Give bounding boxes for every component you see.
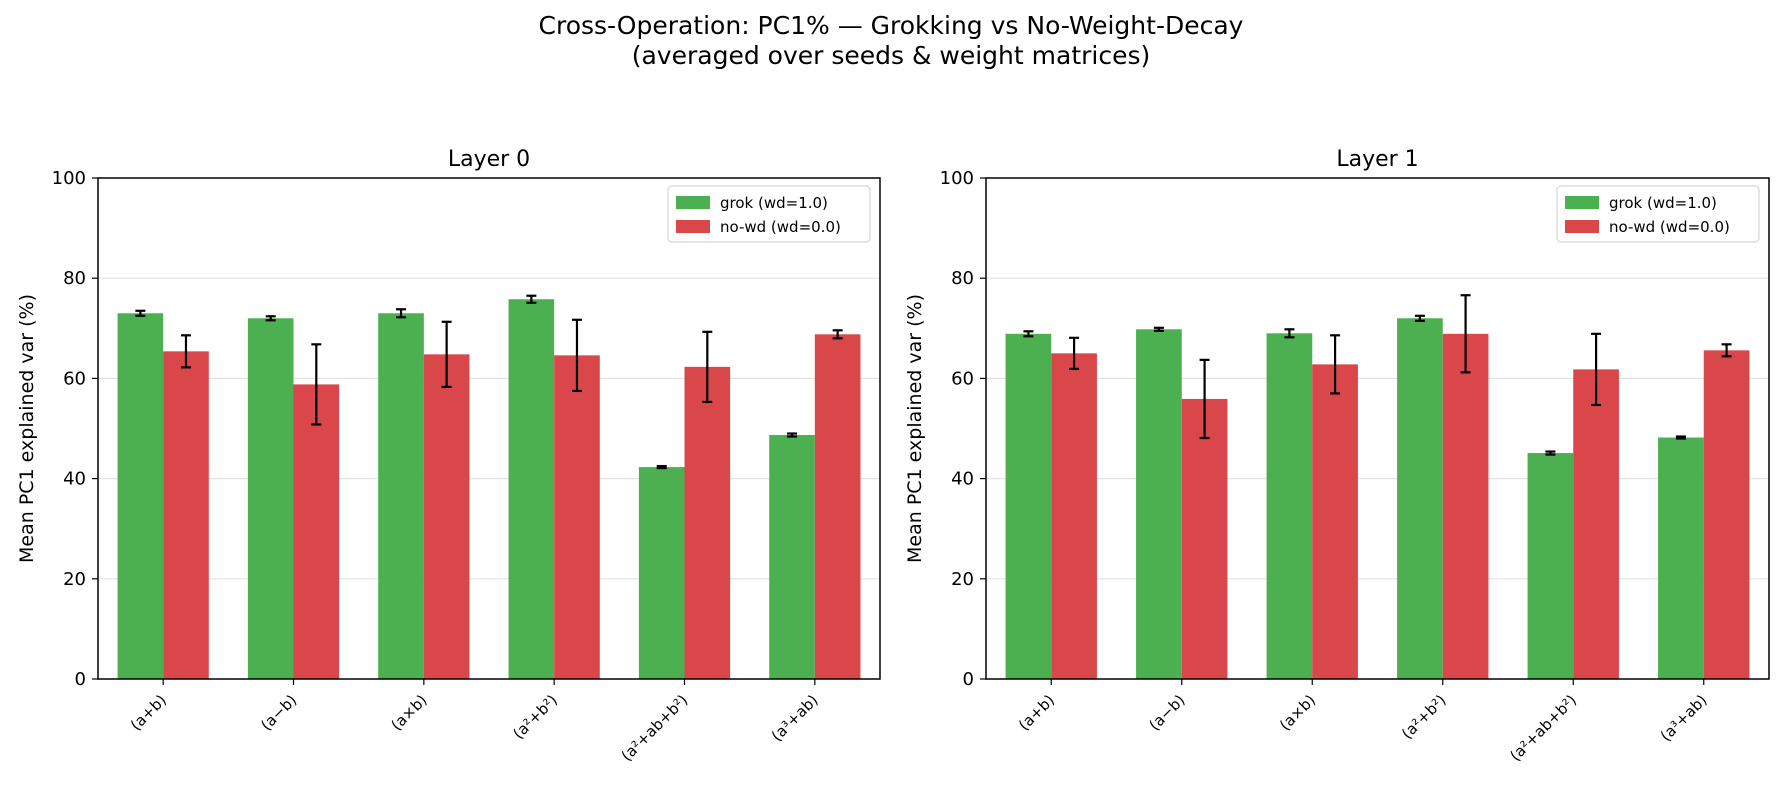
y-tick-label: 80 [951,268,974,289]
bar-grok [1136,329,1182,679]
bar-nowd [1181,398,1228,679]
bar-grok [769,435,815,679]
bar-grok [247,318,294,679]
panel-layer-0: 0 20 40 60 80 100 (a+b) (a−b) (a×b) (a²+b²) (a²+ab… [16,147,881,765]
x-tick-label: (a²+b²) [509,691,561,743]
y-axis-label: Mean PC1 explained var (%) [16,294,38,563]
bar-grok [1266,333,1313,679]
legend-swatch [676,220,710,233]
plot-area [986,178,1769,679]
bar-nowd [423,354,470,679]
y-tick-label: 100 [940,168,974,189]
bar-grok [638,467,685,679]
legend-label: no-wd (wd=0.0) [1609,218,1730,236]
bar-nowd [1442,333,1489,679]
bar-nowd [1573,369,1619,679]
y-axis-label: Mean PC1 explained var (%) [904,294,926,563]
bar-nowd [1312,364,1358,679]
x-tick-label: (a−b) [1145,691,1188,734]
bar-grok [117,313,164,679]
x-tick-label: (a²+b²) [1398,691,1450,743]
legend-swatch [676,196,710,209]
bar-nowd [293,384,340,679]
y-tick-label: 0 [963,669,974,690]
y-tick-label: 40 [63,469,86,490]
y-tick-label: 20 [951,569,974,590]
legend-swatch [1565,220,1599,233]
bar-grok [508,299,555,679]
x-tick-label: (a×b) [1276,691,1319,734]
y-tick-label: 60 [951,368,974,389]
y-tick-label: 80 [63,268,86,289]
x-tick-label: (a+b) [127,691,170,734]
x-tick-label: (a+b) [1015,691,1058,734]
x-tick-label: (a×b) [388,691,431,734]
legend-label: grok (wd=1.0) [1609,194,1717,212]
y-tick-label: 100 [52,168,86,189]
legend-swatch [1565,196,1599,209]
x-tick-label: (a²+ab+b²) [618,691,692,765]
bar-grok [1397,318,1443,679]
bar-nowd [554,355,600,679]
bar-nowd [814,334,861,679]
bar-nowd [163,351,209,679]
panel-title: Layer 0 [448,147,530,172]
chart-title-line1: Cross-Operation: PC1% — Grokking vs No-W… [539,11,1244,40]
x-tick-label: (a³+ab) [1657,691,1711,745]
legend-box [667,185,871,243]
x-tick-label: (a³+ab) [768,691,822,745]
chart-title-line2: (averaged over seeds & weight matrices) [632,41,1151,70]
axes-frame [985,177,1770,680]
bar-grok [1658,437,1704,679]
x-tick-label: (a−b) [257,691,300,734]
y-tick-label: 60 [63,368,86,389]
legend-label: no-wd (wd=0.0) [720,218,841,236]
bar-nowd [1703,350,1750,679]
y-tick-label: 40 [951,469,974,490]
x-tick-label: (a²+ab+b²) [1506,691,1580,765]
panel-title: Layer 1 [1336,147,1418,172]
bar-grok [1005,333,1052,679]
bar-grok [1527,453,1574,679]
axes-frame [97,177,881,680]
bar-nowd [1051,353,1097,679]
y-tick-label: 20 [63,569,86,590]
y-tick-label: 0 [75,669,86,690]
legend-box [1556,185,1760,243]
legend-label: grok (wd=1.0) [720,194,828,212]
bar-nowd [684,366,731,679]
panel-layer-1: 0 20 40 60 80 100 (a+b) (a−b) (a×b) (a²+b²) (a²+ab… [904,147,1770,765]
plot-area [98,178,880,679]
bar-grok [378,313,424,679]
